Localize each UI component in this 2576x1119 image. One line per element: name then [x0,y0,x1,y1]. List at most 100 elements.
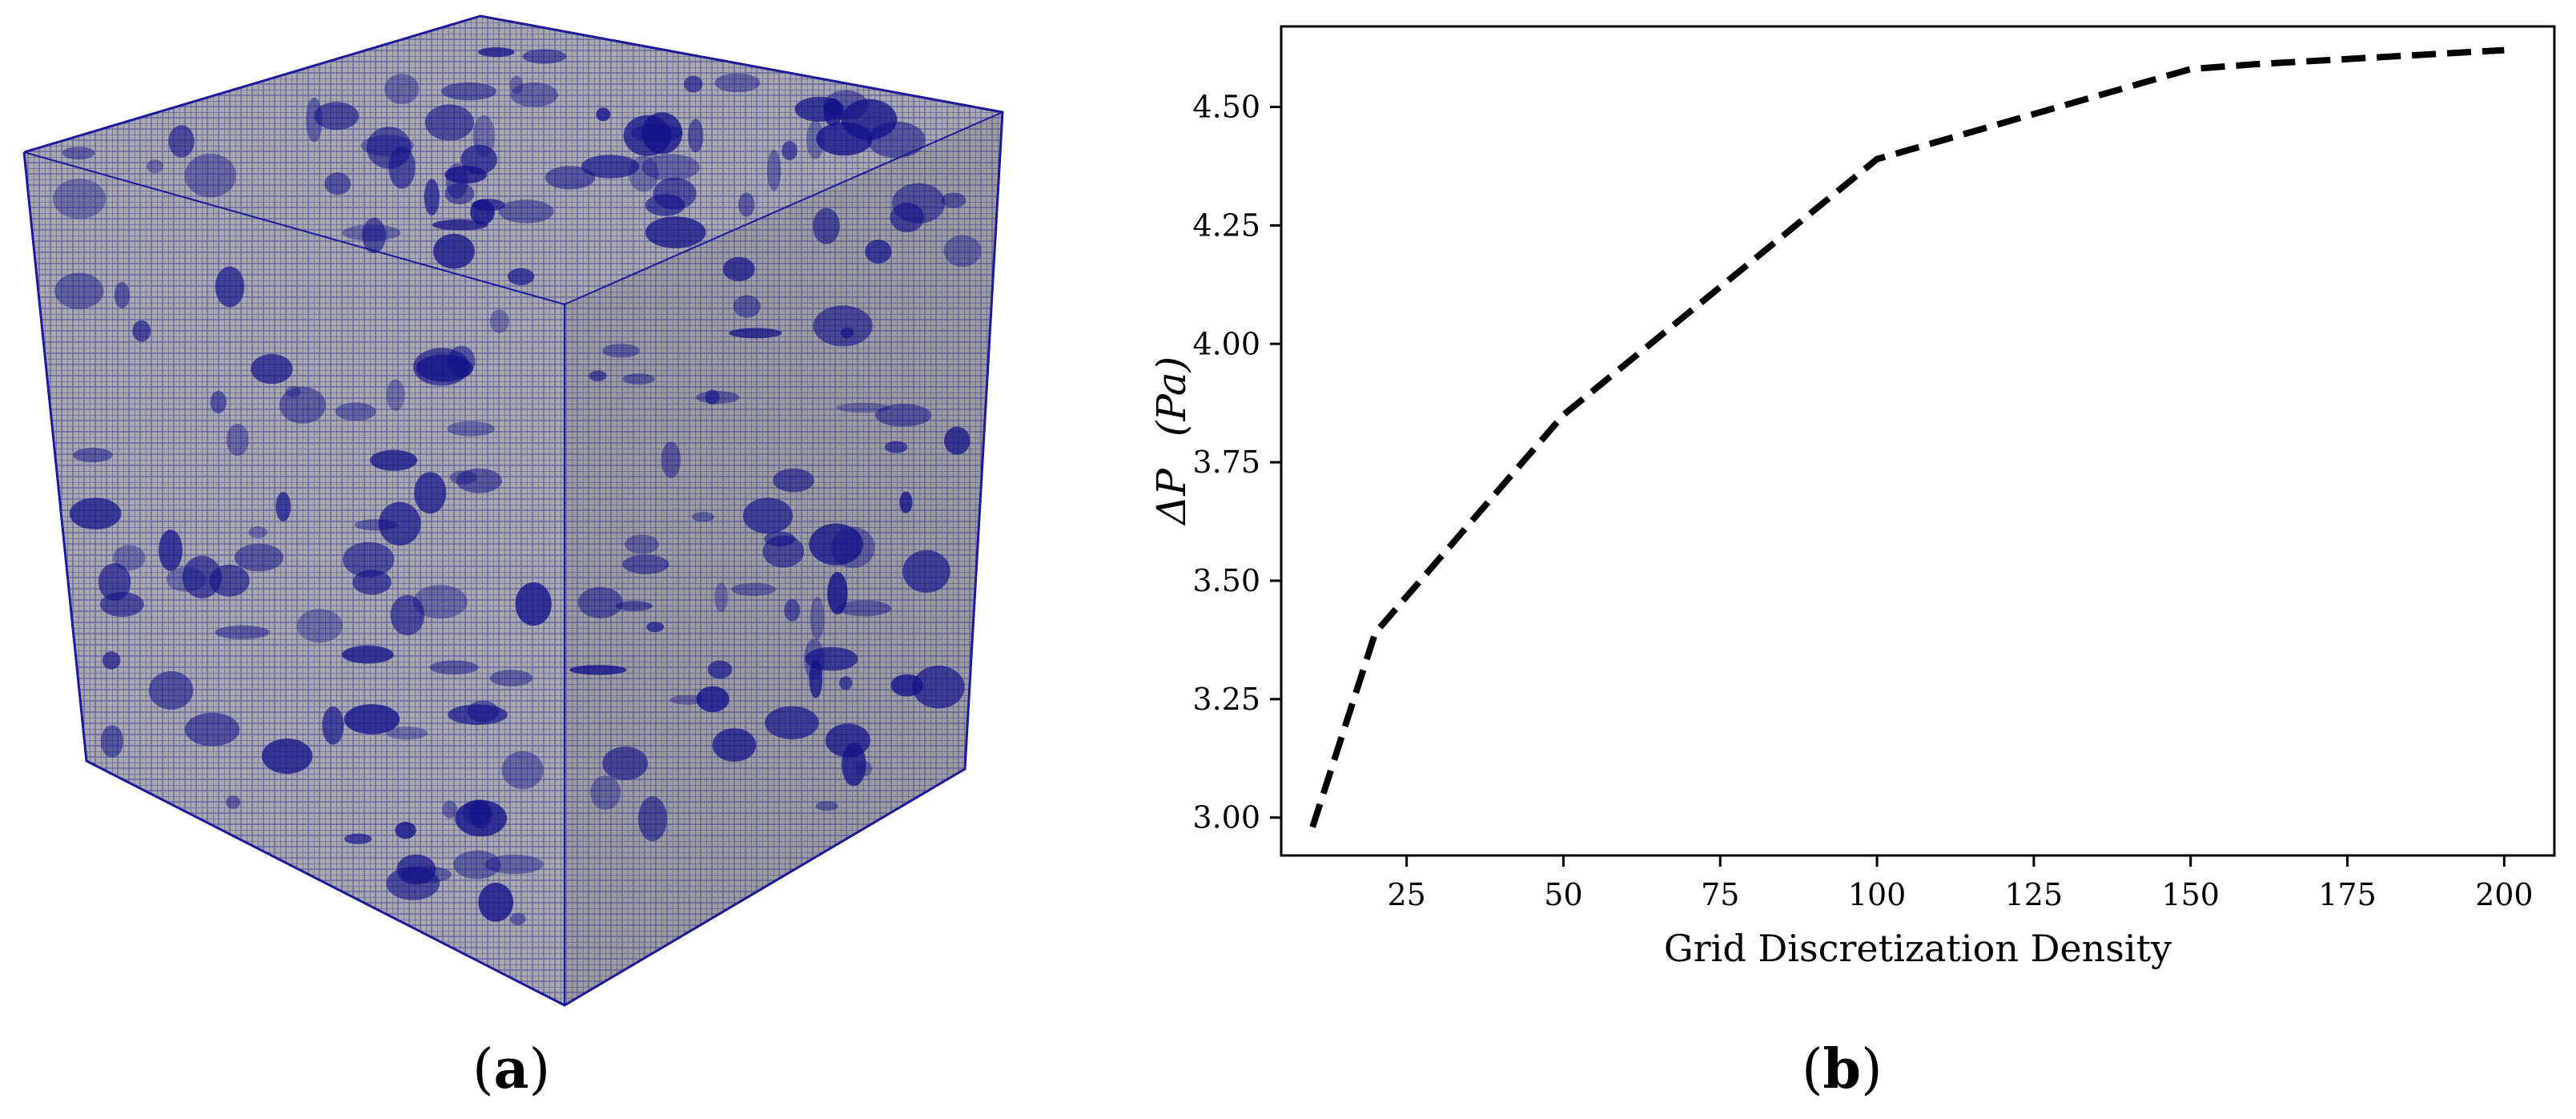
mesh-refinement-cluster [805,646,858,671]
mesh-refinement-cluster [912,666,965,709]
mesh-refinement-cluster [722,256,755,282]
mesh-refinement-cluster [209,564,250,597]
mesh-refinement-cluster [569,665,627,675]
mesh-refinement-cluster [362,217,386,254]
y-tick-label: 4.00 [1192,326,1260,361]
mesh-refinement-cluster [581,155,640,179]
mesh-refinement-cluster [261,739,313,774]
mesh-refinement-cluster [782,141,798,160]
mesh-refinement-cluster [712,728,757,762]
mesh-refinement-cluster [445,163,468,199]
mesh-refinement-cluster [432,233,475,269]
mesh-refinement-cluster [705,389,720,405]
y-axis-ticks: 3.00 3.25 3.50 3.75 4.00 4.25 4.50 [1192,90,1281,835]
mesh-refinement-cluster [395,821,416,839]
x-tick-label: 125 [2005,877,2064,912]
mesh-refinement-cluster [185,712,240,747]
y-tick-label: 4.50 [1192,90,1260,125]
mesh-refinement-cluster [714,582,728,612]
mesh-refinement-cluster [53,179,106,219]
mesh-refinement-cluster [489,670,533,686]
mesh-refinement-cluster [324,172,352,195]
mesh-refinement-cluster [412,585,468,619]
mesh-refinement-cluster [641,154,700,181]
mesh-refinement-cluster [615,601,653,611]
mesh-refinement-cluster [628,155,659,192]
series-point [1375,633,1376,634]
mesh-refinement-cluster [645,194,685,216]
mesh-refinement-cluster [944,426,971,455]
mesh-refinement-cluster [470,199,495,225]
mesh-refinement-cluster [669,694,705,705]
mesh-refinement-cluster [622,554,669,574]
x-tick-label: 25 [1387,877,1425,912]
y-tick-label: 4.25 [1192,207,1260,243]
pressure-drop-series-line [1309,46,2505,828]
mesh-refinement-cluster [696,686,729,713]
mesh-refinement-cluster [515,582,552,626]
mesh-refinement-cluster [279,386,326,424]
mesh-refinement-cluster [132,320,151,342]
mesh-refinement-cluster [731,582,776,596]
mesh-refinement-clusters [53,47,982,926]
mesh-refinement-cluster [432,219,488,231]
mesh-refinement-cluster [335,402,376,421]
x-tick-label: 100 [1848,877,1907,912]
mesh-refinement-cluster [453,850,501,880]
mesh-refinement-cluster [637,796,668,842]
mesh-refinement-cluster [899,491,913,513]
mesh-refinement-cluster [226,795,241,809]
mesh-refinement-cluster [113,545,146,571]
caption-b-letter: b [1822,1037,1862,1101]
mesh-refinement-cluster [344,704,400,735]
caption-a: (a) [472,1037,551,1101]
mesh-refinement-cluster [448,345,476,377]
x-tick-label: 175 [2318,877,2377,912]
y-tick-label: 3.25 [1192,682,1260,717]
mesh-refinement-cluster [645,216,706,248]
mesh-refinement-cluster [344,833,372,844]
mesh-refinement-cluster [840,327,854,339]
mesh-refinement-cluster [810,597,825,640]
mesh-refinement-cluster [837,600,891,617]
mesh-refinement-cluster [148,670,194,710]
mesh-refinement-cluster [622,373,655,385]
y-tick-label: 3.50 [1192,563,1260,598]
cube-top-face [24,16,1003,304]
plot-area-frame [1280,25,2556,857]
mesh-refinement-cluster [815,801,838,811]
mesh-refinement-cluster [354,519,398,531]
y-axis-label: ΔP (Pa) [1148,356,1195,526]
mesh-refinement-cluster [692,512,714,522]
mesh-refinement-cluster [707,660,733,679]
mesh-refinement-cluster [456,468,502,493]
x-axis-label: Grid Discretization Density [1664,927,2172,970]
mesh-refinement-cluster [773,468,814,493]
pressure-drop-chart: 25 50 75 100 125 150 175 200 3.00 3.25 3.50 3.75 4.… [1105,0,2576,1041]
mesh-refinement-cluster [661,441,681,478]
y-axis-label-unit: (Pa) [1148,356,1195,437]
mesh-refinement-cluster [184,153,236,198]
mesh-refinement-cluster [943,235,982,268]
mesh-refinement-cluster [166,566,207,592]
y-axis-label-symbol: ΔP [1148,468,1195,526]
mesh-refinement-cluster [838,676,853,690]
mesh-refinement-cluster [842,743,866,787]
x-tick-label: 50 [1544,877,1582,912]
mesh-refinement-cluster [378,501,421,546]
mesh-refinement-cluster [314,102,360,131]
mesh-refinement-cluster [386,727,428,740]
mesh-refinement-cluster [865,239,892,264]
mesh-refinement-cluster [168,125,195,158]
mesh-refinement-cluster [596,107,611,122]
mesh-refinement-cluster [352,570,392,595]
mesh-refinement-cluster [429,660,479,675]
mesh-refinement-cluster [816,122,873,156]
mesh-refinement-cluster [159,529,183,571]
mesh-refinement-cluster [902,549,950,594]
mesh-refinement-cluster [510,912,526,926]
mesh-refinement-cluster [784,599,801,622]
mesh-refinement-cluster [370,449,417,471]
mesh-refinement-cluster [733,295,761,318]
mesh-refinement-cluster [767,150,782,191]
